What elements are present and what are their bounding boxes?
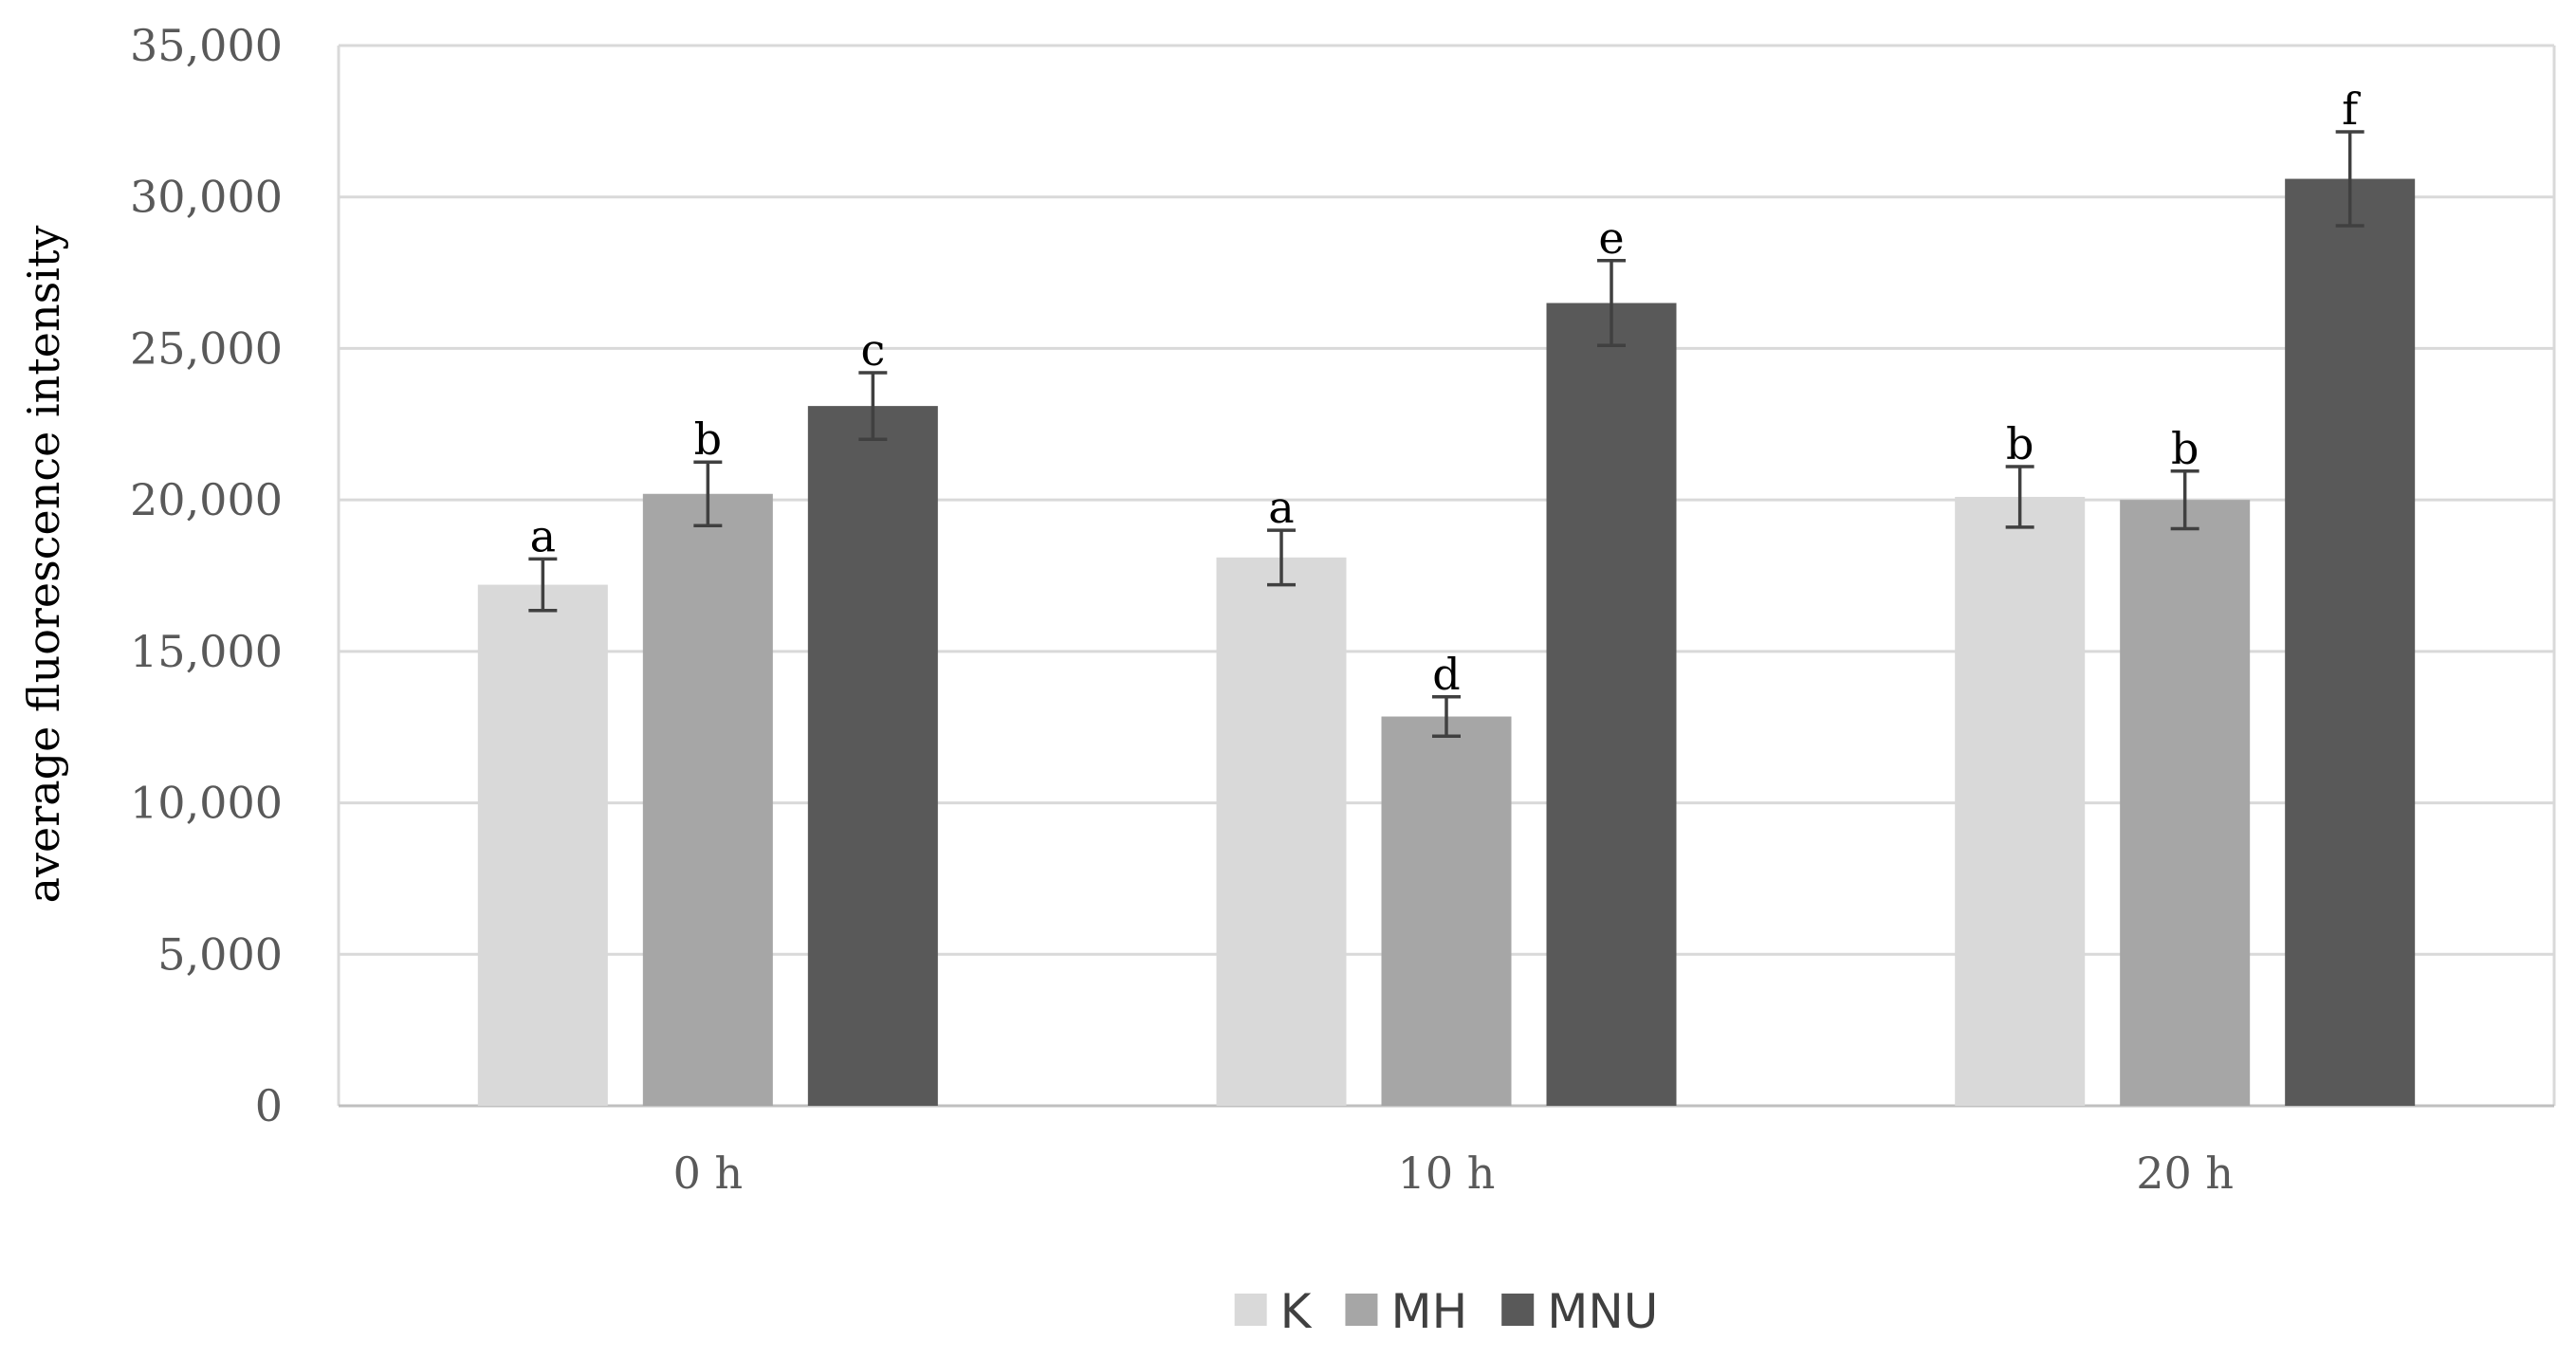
error-bars — [528, 130, 2364, 739]
significance-label: d — [1432, 649, 1460, 700]
legend: K MH MNU — [1234, 1284, 1658, 1339]
legend-label: MNU — [1547, 1284, 1658, 1339]
y-tick-label: 20,000 — [130, 474, 283, 525]
y-tick-label: 10,000 — [130, 778, 283, 829]
legend-swatch — [1345, 1294, 1378, 1326]
significance-label: b — [2006, 418, 2033, 469]
legend-label: MH — [1390, 1284, 1467, 1339]
y-tick-label: 5,000 — [157, 928, 283, 980]
y-tick-label: 15,000 — [130, 626, 283, 677]
significance-label: b — [2171, 423, 2199, 474]
legend-swatch — [1234, 1294, 1267, 1326]
significance-label: c — [860, 324, 885, 376]
y-tick-labels: 0 5,000 10,000 15,000 20,000 25,000 30,000 35,0… — [130, 20, 283, 1131]
significance-label: a — [1268, 482, 1294, 533]
bar — [1546, 303, 1677, 1106]
y-axis-title: average fluorescence intensity — [18, 226, 69, 904]
y-tick-label: 0 — [255, 1080, 283, 1131]
x-tick-labels: 0 h 10 h 20 h — [673, 1148, 2234, 1199]
bar — [807, 406, 938, 1106]
significance-label: b — [694, 413, 722, 465]
bar — [1955, 496, 2086, 1106]
legend-label: K — [1280, 1284, 1313, 1339]
bar — [642, 493, 773, 1106]
significance-label: f — [2342, 83, 2361, 135]
significance-label: e — [1598, 212, 1624, 264]
legend-swatch — [1501, 1294, 1535, 1326]
bar — [2285, 178, 2416, 1106]
x-tick-label: 20 h — [2136, 1148, 2234, 1199]
x-tick-label: 0 h — [673, 1148, 744, 1199]
significance-labels: a b c a d e b b f — [530, 83, 2362, 700]
y-tick-label: 35,000 — [130, 20, 283, 71]
y-tick-label: 30,000 — [130, 172, 283, 223]
bars — [477, 178, 2416, 1106]
bar — [477, 584, 608, 1106]
bar — [1216, 557, 1347, 1106]
bar — [1381, 716, 1512, 1106]
y-tick-label: 25,000 — [130, 322, 283, 374]
significance-label: a — [530, 510, 556, 561]
bar — [2120, 500, 2251, 1106]
x-tick-label: 10 h — [1398, 1148, 1496, 1199]
